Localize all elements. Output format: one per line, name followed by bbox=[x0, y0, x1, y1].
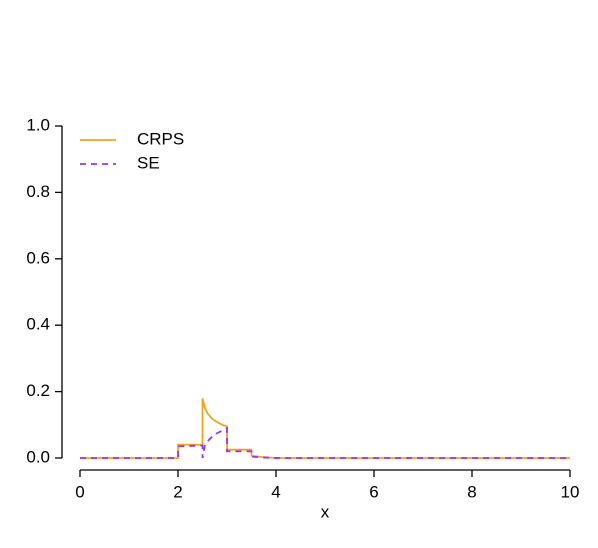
y-tick-label: 0.6 bbox=[26, 248, 50, 267]
x-tick-label: 0 bbox=[75, 482, 84, 501]
x-axis-label: x bbox=[321, 502, 330, 521]
y-tick-label: 0.4 bbox=[26, 315, 50, 334]
x-tick-label: 6 bbox=[369, 482, 378, 501]
x-tick-label: 10 bbox=[561, 482, 580, 501]
x-tick-label: 2 bbox=[173, 482, 182, 501]
x-tick-label: 4 bbox=[271, 482, 280, 501]
y-tick-label: 0.8 bbox=[26, 182, 50, 201]
y-tick-label: 0.0 bbox=[26, 447, 50, 466]
series-line bbox=[80, 398, 570, 459]
y-tick-label: 0.2 bbox=[26, 381, 50, 400]
series-line bbox=[80, 426, 570, 459]
legend-label: CRPS bbox=[137, 129, 184, 148]
x-tick-label: 8 bbox=[467, 482, 476, 501]
y-tick-label: 1.0 bbox=[26, 115, 50, 134]
legend-label: SE bbox=[137, 153, 160, 172]
